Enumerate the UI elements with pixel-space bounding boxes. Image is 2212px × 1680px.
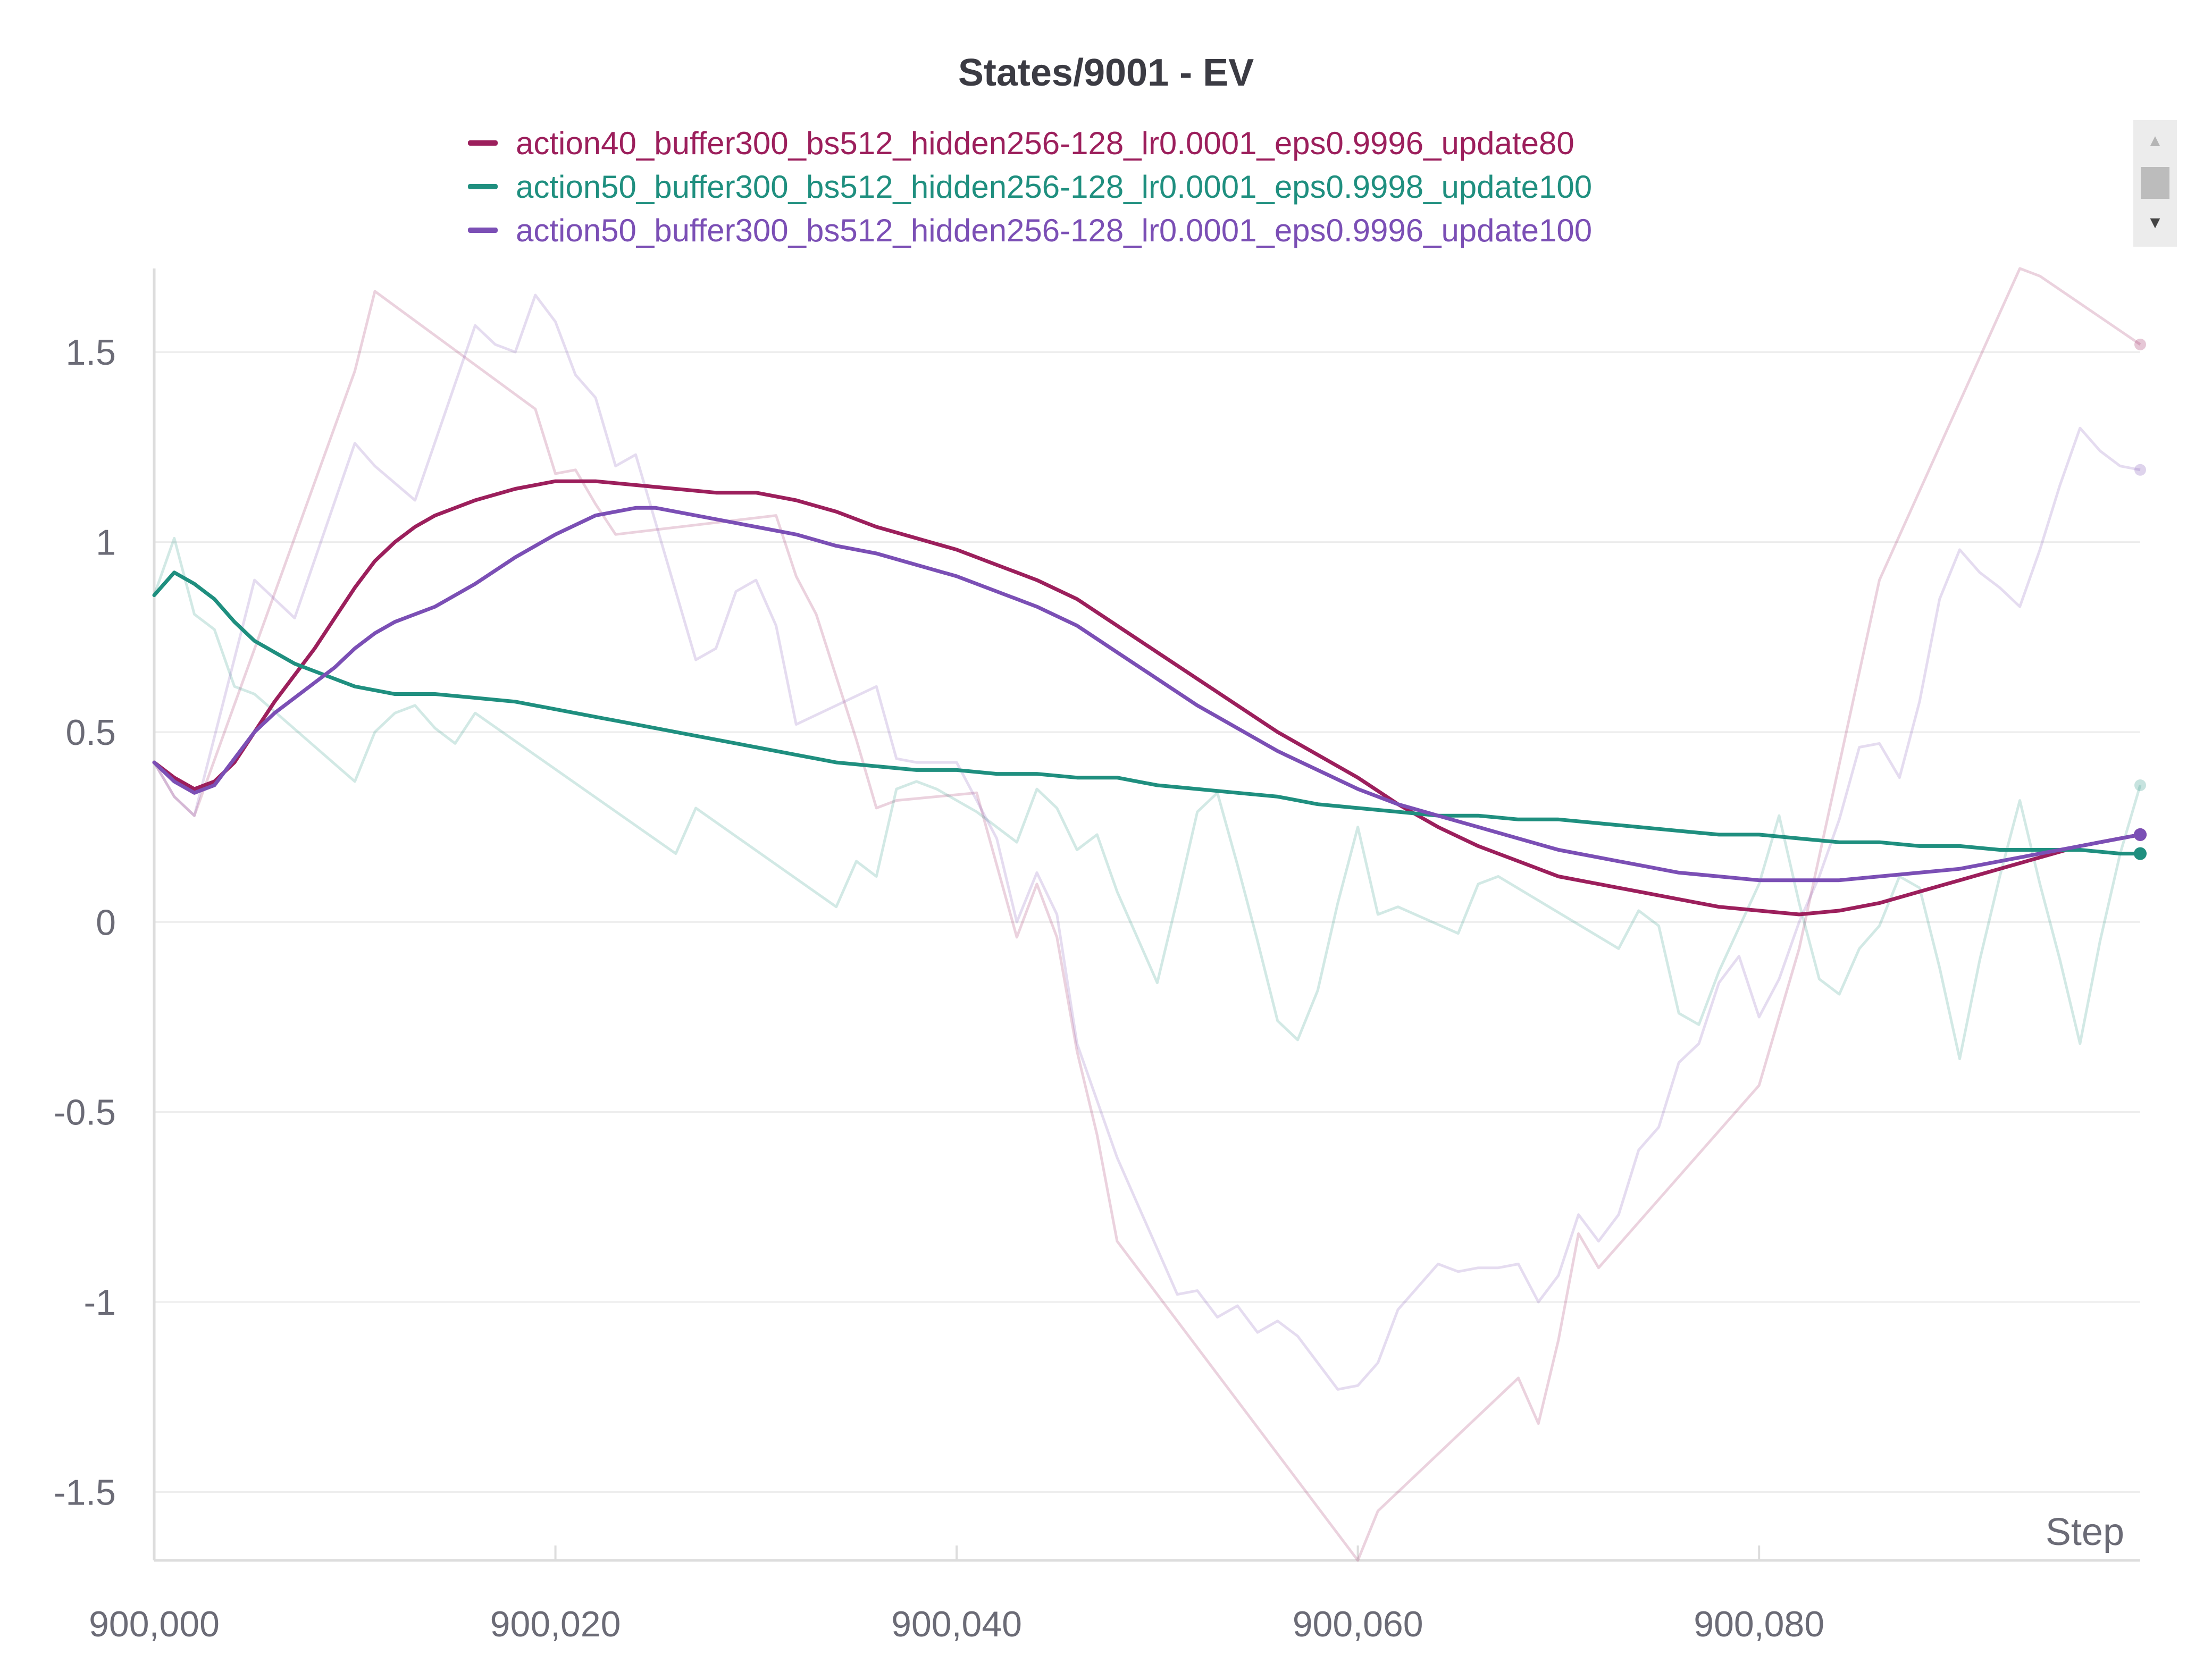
raw-series-line xyxy=(153,536,2142,1061)
scroll-down-arrow-icon[interactable]: ▼ xyxy=(2147,213,2164,232)
raw-series-line xyxy=(153,293,2141,1391)
smoothed-end-point xyxy=(2134,847,2147,860)
legend-item[interactable]: action40_buffer300_bs512_hidden256-128_l… xyxy=(468,121,1592,165)
raw-series-line xyxy=(153,267,2141,1562)
legend-label: action50_buffer300_bs512_hidden256-128_l… xyxy=(516,169,1593,205)
x-tick-label: 900,060 xyxy=(1293,1604,1423,1644)
x-tick-label: 900,000 xyxy=(89,1604,220,1644)
y-tick-label: 1.5 xyxy=(65,332,116,373)
y-tick-label: 0.5 xyxy=(65,712,116,753)
y-axis-ticks: 1.5 1 0.5 0 -0.5 -1 -1.5 xyxy=(54,332,116,1513)
smoothed-end-point xyxy=(2134,828,2147,841)
raw-end-point xyxy=(2134,779,2146,791)
grid xyxy=(154,351,2140,1493)
legend-scrollbar[interactable]: ▲ ▼ xyxy=(2133,120,2177,247)
smoothed-series xyxy=(152,479,2142,917)
x-tick-label: 900,040 xyxy=(891,1604,1022,1644)
chart-title: States/9001 - EV xyxy=(958,52,1254,94)
end-markers xyxy=(2134,338,2147,860)
legend-label: action50_buffer300_bs512_hidden256-128_l… xyxy=(516,212,1593,248)
y-tick-label: -1 xyxy=(84,1282,116,1323)
x-axis-title: Step xyxy=(2046,1511,2124,1553)
raw-end-point xyxy=(2134,464,2146,476)
y-tick-label: 1 xyxy=(96,523,116,563)
smoothed-series-line[interactable] xyxy=(152,570,2142,856)
legend-item[interactable]: action50_buffer300_bs512_hidden256-128_l… xyxy=(468,165,1592,208)
y-tick-label: 0 xyxy=(96,902,116,943)
smoothed-series-line[interactable] xyxy=(152,506,2142,883)
legend-swatch xyxy=(468,140,498,146)
y-tick-label: -0.5 xyxy=(54,1093,116,1133)
raw-end-point xyxy=(2134,338,2146,350)
legend: action40_buffer300_bs512_hidden256-128_l… xyxy=(468,121,1592,252)
smoothed-series-line[interactable] xyxy=(152,479,2142,917)
axes xyxy=(153,268,2140,1562)
y-tick-label: -1.5 xyxy=(54,1472,116,1513)
x-tick-label: 900,080 xyxy=(1694,1604,1824,1644)
raw-series xyxy=(153,267,2142,1562)
x-tick-label: 900,020 xyxy=(490,1604,621,1644)
x-axis-ticks: 900,000 900,020 900,040 900,060 900,080 xyxy=(89,1545,1824,1644)
legend-swatch xyxy=(468,184,498,189)
legend-label: action40_buffer300_bs512_hidden256-128_l… xyxy=(516,125,1574,161)
legend-swatch xyxy=(468,228,498,233)
scroll-up-arrow-icon[interactable]: ▲ xyxy=(2147,131,2164,150)
scroll-thumb[interactable] xyxy=(2141,167,2169,199)
legend-item[interactable]: action50_buffer300_bs512_hidden256-128_l… xyxy=(468,208,1592,252)
